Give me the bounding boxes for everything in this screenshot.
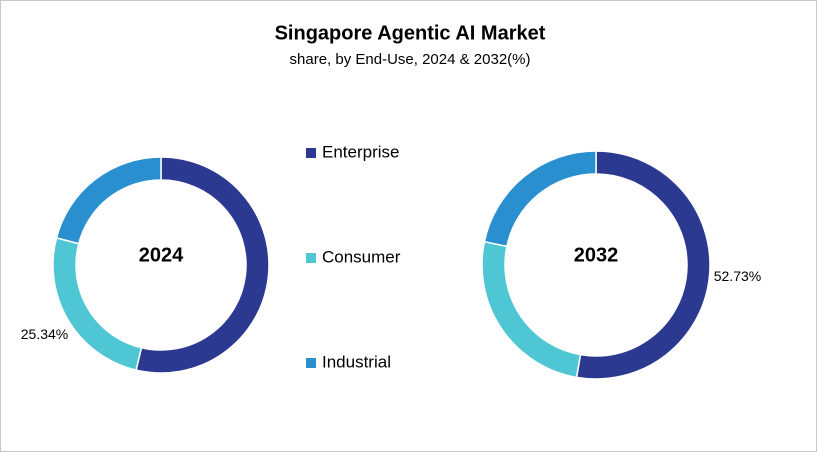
- legend-label: Enterprise: [322, 142, 399, 161]
- donut-segment: [55, 156, 162, 245]
- donut-segment: [135, 156, 270, 374]
- legend-swatch: [306, 253, 316, 263]
- legend-swatch: [306, 358, 316, 368]
- donut-center-label: 2032: [574, 244, 619, 266]
- donut-center-label: 2024: [139, 244, 184, 266]
- donut-segment: [483, 150, 597, 248]
- donut-segment: [575, 150, 711, 380]
- legend-swatch: [306, 148, 316, 158]
- chart-title: Singapore Agentic AI Market: [275, 22, 546, 44]
- legend-label: Consumer: [322, 247, 401, 266]
- data-label: 25.34%: [21, 326, 68, 342]
- legend-label: Industrial: [322, 352, 391, 371]
- chart-subtitle: share, by End-Use, 2024 & 2032(%): [290, 51, 531, 68]
- data-label: 52.73%: [714, 268, 761, 284]
